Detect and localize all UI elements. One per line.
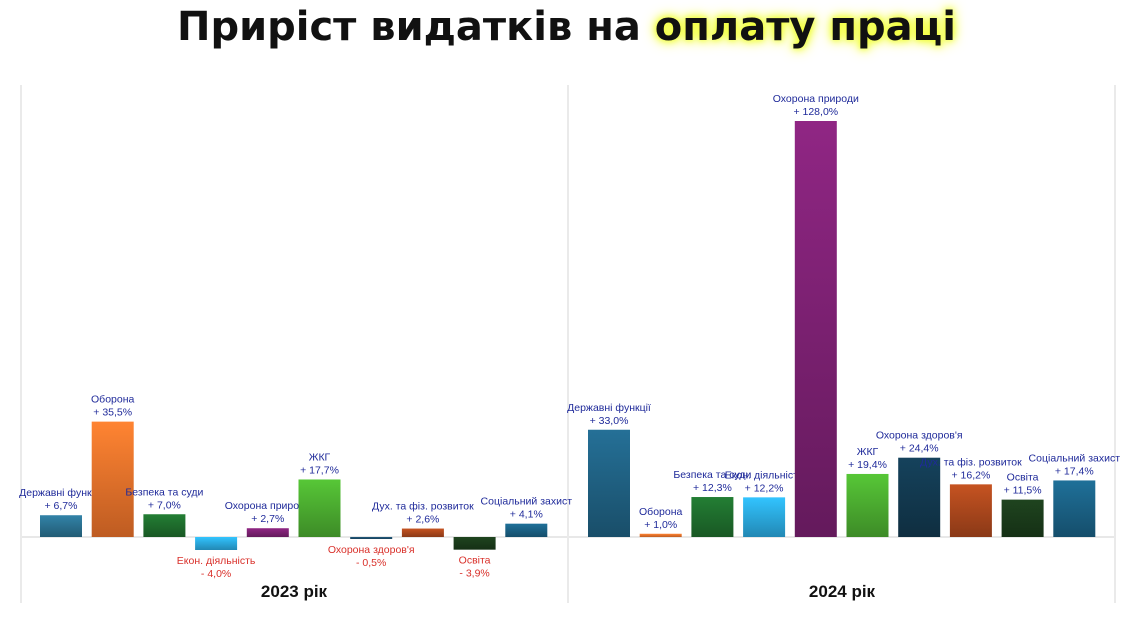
bar-2024-10 <box>1053 480 1096 537</box>
bar-category-label: Дух. та фіз. розвиток <box>920 456 1022 468</box>
bar-category-label: ЖКГ <box>309 451 331 463</box>
bar-category-label: Охорона природи <box>773 93 859 105</box>
bar-2024-8 <box>949 484 992 537</box>
bar-value-label: + 19,4% <box>848 459 887 471</box>
panel-title-2024: 2024 рік <box>809 582 876 601</box>
title-main: Приріст видатків на <box>176 4 641 50</box>
bar-category-label: Державні функції <box>567 402 651 414</box>
bar-category-label: Державні функції <box>19 487 103 499</box>
bar-value-label: + 4,1% <box>510 509 543 521</box>
bar-value-label: + 1,0% <box>644 519 677 531</box>
bar-category-label: Екон. діяльність <box>725 469 804 481</box>
title-highlight: оплату праці <box>654 4 956 50</box>
bar-category-label: Соціальний захист <box>1029 452 1121 464</box>
bar-category-label: Охорона здоров'я <box>328 544 415 556</box>
bar-2023-6 <box>298 479 341 537</box>
bar-2024-6 <box>846 473 889 537</box>
bar-2023-4 <box>195 537 238 550</box>
bar-value-label: + 17,4% <box>1055 465 1094 477</box>
bar-value-label: + 33,0% <box>590 415 629 427</box>
bar-2023-9 <box>453 537 496 550</box>
bar-value-label: + 17,7% <box>300 464 339 476</box>
bar-value-label: + 12,2% <box>745 482 784 494</box>
bar-2024-4 <box>743 497 786 537</box>
bar-category-label: Оборона <box>639 506 682 518</box>
bar-category-label: Дух. та фіз. розвиток <box>372 501 474 513</box>
bar-2023-5 <box>246 528 289 537</box>
bar-2023-1 <box>40 515 82 537</box>
bar-category-label: Освіта <box>459 555 491 567</box>
bar-value-label: + 128,0% <box>793 106 838 118</box>
bar-value-label: + 2,6% <box>406 514 439 526</box>
bar-value-label: - 4,0% <box>201 568 231 580</box>
bar-category-label: ЖКГ <box>857 446 879 458</box>
bar-2023-2 <box>91 421 134 537</box>
bar-2024-3 <box>691 497 734 537</box>
bar-value-label: + 2,7% <box>251 513 284 525</box>
page-title: Приріст видатків на оплату праці <box>0 4 1133 50</box>
bar-category-label: Охорона природи <box>225 500 311 512</box>
bar-value-label: + 7,0% <box>148 499 181 511</box>
bar-2023-10 <box>505 523 548 537</box>
bar-value-label: + 12,3% <box>693 482 732 494</box>
bar-2024-7 <box>898 457 941 537</box>
bar-category-label: Екон. діяльність <box>177 555 256 567</box>
bar-category-label: Освіта <box>1007 472 1039 484</box>
bar-2024-9 <box>1001 499 1044 537</box>
bar-value-label: + 6,7% <box>45 500 78 512</box>
bar-2024-5 <box>794 121 837 537</box>
bar-2024-1 <box>588 429 630 537</box>
bar-category-label: Безпека та суди <box>673 469 751 481</box>
bar-2023-3 <box>143 514 186 537</box>
bar-value-label: - 3,9% <box>459 568 489 580</box>
bar-category-label: Охорона здоров'я <box>876 430 963 442</box>
bar-value-label: + 16,2% <box>951 469 990 481</box>
bar-category-label: Оборона <box>91 394 134 406</box>
bar-value-label: + 35,5% <box>93 407 132 419</box>
bar-category-label: Соціальний захист <box>481 496 573 508</box>
bar-value-label: + 24,4% <box>900 443 939 455</box>
bar-2023-8 <box>401 528 444 537</box>
panel-title-2023: 2023 рік <box>261 582 328 601</box>
bar-value-label: - 0,5% <box>356 557 386 569</box>
bar-value-label: + 11,5% <box>1004 485 1042 497</box>
bar-category-label: Безпека та суди <box>125 486 203 498</box>
bar-2023-7 <box>350 537 393 539</box>
bar-2024-2 <box>639 533 682 537</box>
